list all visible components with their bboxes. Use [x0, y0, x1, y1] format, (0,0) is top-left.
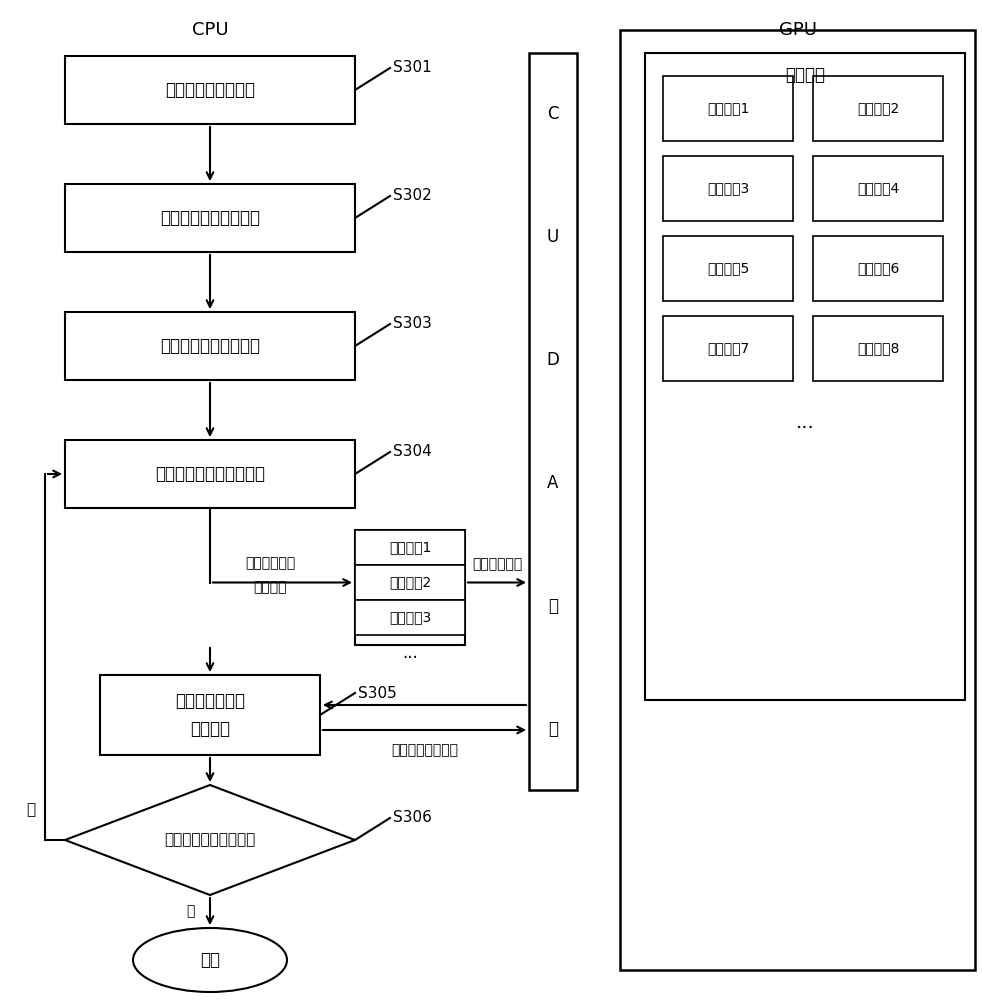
Text: 计算单元2: 计算单元2 — [857, 101, 899, 115]
Text: S302: S302 — [393, 188, 432, 204]
Text: 执行状态: 执行状态 — [190, 720, 230, 738]
Bar — [813, 155, 943, 221]
Bar — [355, 600, 465, 635]
Text: 任务拆解成原子任务: 任务拆解成原子任务 — [165, 81, 255, 99]
Text: 计算单元4: 计算单元4 — [857, 181, 899, 195]
Text: S303: S303 — [393, 316, 432, 332]
Text: 计算单元8: 计算单元8 — [857, 341, 899, 355]
Bar — [813, 316, 943, 380]
Bar — [529, 53, 577, 790]
Text: 口: 口 — [548, 720, 558, 738]
Text: 计算矩阵: 计算矩阵 — [785, 66, 825, 84]
Text: ...: ... — [402, 644, 418, 662]
Bar — [620, 30, 975, 970]
Text: S305: S305 — [358, 686, 397, 700]
Bar — [663, 76, 793, 140]
Text: 计算单元1: 计算单元1 — [707, 101, 749, 115]
Bar — [65, 440, 355, 508]
Polygon shape — [65, 785, 355, 895]
Text: S304: S304 — [393, 444, 432, 460]
Text: 原子任务1: 原子任务1 — [389, 540, 432, 554]
Text: 原子任务3: 原子任务3 — [389, 610, 432, 624]
Text: 调起线程执行: 调起线程执行 — [472, 558, 522, 572]
Bar — [355, 530, 465, 645]
Text: 维护原子任务调用关系: 维护原子任务调用关系 — [160, 209, 260, 227]
Bar — [65, 56, 355, 124]
Text: A: A — [548, 474, 558, 492]
Ellipse shape — [133, 928, 287, 992]
Text: 推送队列: 推送队列 — [254, 580, 287, 594]
Text: 记录原子任务执行状态: 记录原子任务执行状态 — [160, 337, 260, 355]
Bar — [355, 530, 465, 565]
Bar — [663, 155, 793, 221]
Text: C: C — [548, 105, 558, 123]
Text: 结束: 结束 — [200, 951, 220, 969]
Bar — [65, 184, 355, 252]
Bar — [813, 235, 943, 300]
Bar — [100, 675, 320, 755]
Bar — [355, 565, 465, 600]
Text: S306: S306 — [393, 810, 432, 826]
Bar — [813, 76, 943, 140]
Text: 计算单元6: 计算单元6 — [857, 261, 899, 275]
Text: 构建无依赖原子任务集合: 构建无依赖原子任务集合 — [155, 465, 265, 483]
Text: 按照一定顺序: 按照一定顺序 — [245, 556, 295, 570]
Text: GPU: GPU — [779, 21, 817, 39]
Text: 监听任务执行情况: 监听任务执行情况 — [391, 743, 458, 757]
Text: ...: ... — [795, 414, 814, 432]
Text: 是: 是 — [186, 904, 195, 918]
Text: 判断任务是否均已完成: 判断任务是否均已完成 — [164, 832, 256, 848]
Text: 计算单元3: 计算单元3 — [707, 181, 749, 195]
Text: CPU: CPU — [192, 21, 228, 39]
Bar — [645, 53, 965, 700]
Text: U: U — [547, 228, 559, 246]
Text: 否: 否 — [27, 802, 35, 818]
Text: 接: 接 — [548, 597, 558, 615]
Text: 计算单元7: 计算单元7 — [707, 341, 749, 355]
Bar — [663, 235, 793, 300]
Bar — [65, 312, 355, 380]
Bar — [663, 316, 793, 380]
Text: S301: S301 — [393, 60, 432, 76]
Text: 计算单元5: 计算单元5 — [707, 261, 749, 275]
Text: 原子任务2: 原子任务2 — [389, 576, 432, 589]
Text: 监听原子任务的: 监听原子任务的 — [175, 692, 245, 710]
Text: D: D — [547, 351, 559, 369]
